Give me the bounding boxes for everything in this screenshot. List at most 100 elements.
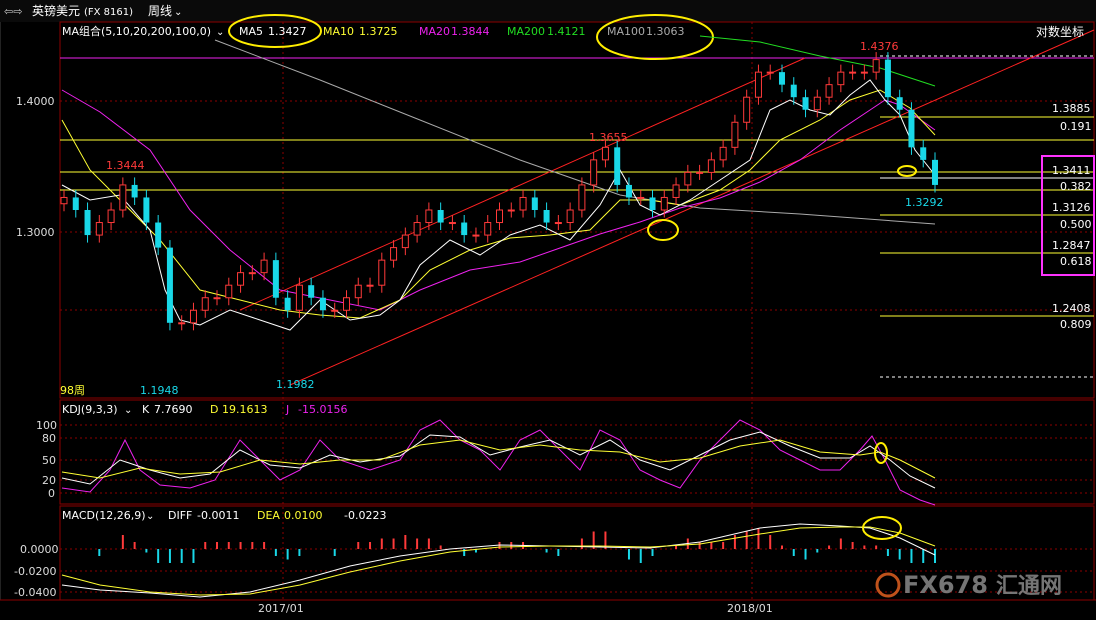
fib-highlight-box bbox=[1041, 155, 1095, 276]
candle-body bbox=[448, 222, 456, 225]
kdj-y-tick: 50 bbox=[42, 454, 56, 467]
candle-body bbox=[331, 309, 339, 312]
kdj-d-value: 19.1613 bbox=[222, 403, 268, 416]
ma100-value: 1.3063 bbox=[646, 25, 685, 38]
chevron-down-icon[interactable]: ⌄ bbox=[146, 511, 154, 522]
candle-body bbox=[166, 247, 173, 323]
candle-body bbox=[390, 247, 398, 261]
fib-ratio-label: 0.191 bbox=[1060, 120, 1092, 133]
candle-body bbox=[155, 222, 162, 248]
y-tick-label: 1.3000 bbox=[16, 226, 55, 239]
candle-body bbox=[484, 222, 492, 236]
candle-body bbox=[201, 297, 209, 311]
candle-body bbox=[754, 71, 762, 98]
ma-group-label: MA组合(5,10,20,200,100,0) bbox=[62, 24, 211, 38]
kdj-y-ticks: 100 80 50 20 0 bbox=[36, 419, 57, 500]
candle-body bbox=[95, 222, 103, 236]
fib-price-label: 1.3411 bbox=[1052, 164, 1091, 177]
kdj-k-name: K bbox=[142, 403, 150, 416]
trough-label: 1.3292 bbox=[905, 196, 944, 209]
candle-body bbox=[260, 259, 268, 274]
macd-highlight-circle bbox=[862, 516, 902, 540]
x-tick-label: 2017/01 bbox=[258, 602, 304, 615]
macd-histogram bbox=[98, 528, 936, 563]
macd-lines bbox=[61, 523, 936, 598]
y-tick-label: 1.4000 bbox=[16, 95, 55, 108]
candle-body bbox=[837, 71, 845, 86]
candle-body bbox=[496, 209, 503, 224]
ma200-value: 1.4121 bbox=[547, 25, 586, 38]
candle-body bbox=[319, 297, 326, 311]
candlestick-series bbox=[60, 52, 938, 331]
candle-body bbox=[590, 159, 598, 186]
candle-body bbox=[401, 234, 409, 249]
watermark-text-cn: 汇通网 bbox=[996, 574, 1062, 599]
candle-body bbox=[743, 96, 751, 123]
kdj-highlight-circle bbox=[874, 442, 888, 464]
candle-body bbox=[437, 210, 444, 223]
fib-ratio-label: 0.382 bbox=[1060, 180, 1092, 193]
chevron-down-icon[interactable]: ⌄ bbox=[174, 7, 182, 18]
chevron-down-icon[interactable]: ⌄ bbox=[124, 405, 132, 416]
kdj-d-line bbox=[61, 439, 936, 479]
candle-body bbox=[342, 297, 350, 311]
candle-body bbox=[766, 71, 774, 74]
candle-body bbox=[802, 97, 809, 110]
instrument-title: 英镑美元 bbox=[32, 3, 80, 18]
candle-body bbox=[272, 260, 279, 298]
ma-legend: MA组合(5,10,20,200,100,0) ⌄ MA5 1.3427 MA1… bbox=[62, 24, 685, 38]
candle-body bbox=[425, 209, 433, 224]
peak-label: 1.3655 bbox=[589, 131, 628, 144]
candle-body bbox=[213, 297, 221, 300]
fib-price-label: 1.2408 bbox=[1052, 302, 1091, 315]
candle-body bbox=[413, 222, 421, 236]
peak-label: 1.4376 bbox=[860, 40, 899, 53]
fib-ratio-label: 0.809 bbox=[1060, 318, 1092, 331]
peak-label: 1.3444 bbox=[106, 159, 145, 172]
kdj-lines bbox=[61, 419, 936, 506]
kdj-j-value: -15.0156 bbox=[298, 403, 347, 416]
ma5-line bbox=[61, 79, 936, 331]
candle-body bbox=[237, 272, 245, 286]
back-forward-arrows-icon[interactable]: ⇦⇨ bbox=[4, 5, 22, 18]
ma20-value: 1.3844 bbox=[451, 25, 490, 38]
candle-body bbox=[649, 197, 656, 210]
candle-body bbox=[472, 234, 480, 237]
candle-body bbox=[178, 322, 186, 325]
candle-body bbox=[84, 210, 91, 236]
macd-dea-line bbox=[61, 526, 936, 596]
candle-body bbox=[614, 147, 621, 185]
candle-body bbox=[872, 59, 880, 73]
ma10-value: 1.3725 bbox=[359, 25, 398, 38]
candle-body bbox=[660, 196, 668, 211]
macd-y-tick: -0.0200 bbox=[14, 565, 56, 578]
main-panel-frame bbox=[59, 21, 1095, 399]
candle-body bbox=[778, 72, 785, 85]
period-selector[interactable]: 周线 bbox=[148, 4, 172, 18]
candle-body bbox=[849, 71, 857, 74]
candle-body bbox=[860, 71, 868, 74]
ma10-line bbox=[61, 89, 936, 319]
kdj-d-name: D bbox=[210, 403, 218, 416]
kdj-j-name: J bbox=[285, 403, 289, 416]
candle-body bbox=[672, 184, 680, 198]
candle-body bbox=[731, 121, 739, 148]
candle-body bbox=[531, 197, 538, 210]
ma20-line bbox=[61, 89, 936, 311]
chevron-down-icon: ⌄ bbox=[216, 27, 224, 38]
candle-body bbox=[461, 222, 468, 236]
candle-body bbox=[366, 284, 374, 287]
trough-label: 1.1948 bbox=[140, 384, 179, 397]
fib-labels: 1.3885 0.191 1.3411 0.382 1.3126 0.500 1… bbox=[1052, 102, 1092, 331]
ma10-name: MA10 bbox=[323, 25, 354, 38]
candle-body bbox=[143, 197, 150, 223]
candle-body bbox=[896, 97, 903, 110]
kdj-grid bbox=[60, 424, 1094, 494]
ma5-highlight-circle bbox=[228, 14, 322, 48]
ma5-name: MA5 bbox=[239, 25, 263, 38]
scale-mode-label[interactable]: 对数坐标 bbox=[1036, 24, 1084, 39]
candle-body bbox=[107, 209, 115, 224]
fib-price-label: 1.3885 bbox=[1052, 102, 1091, 115]
candle-body bbox=[908, 109, 915, 148]
